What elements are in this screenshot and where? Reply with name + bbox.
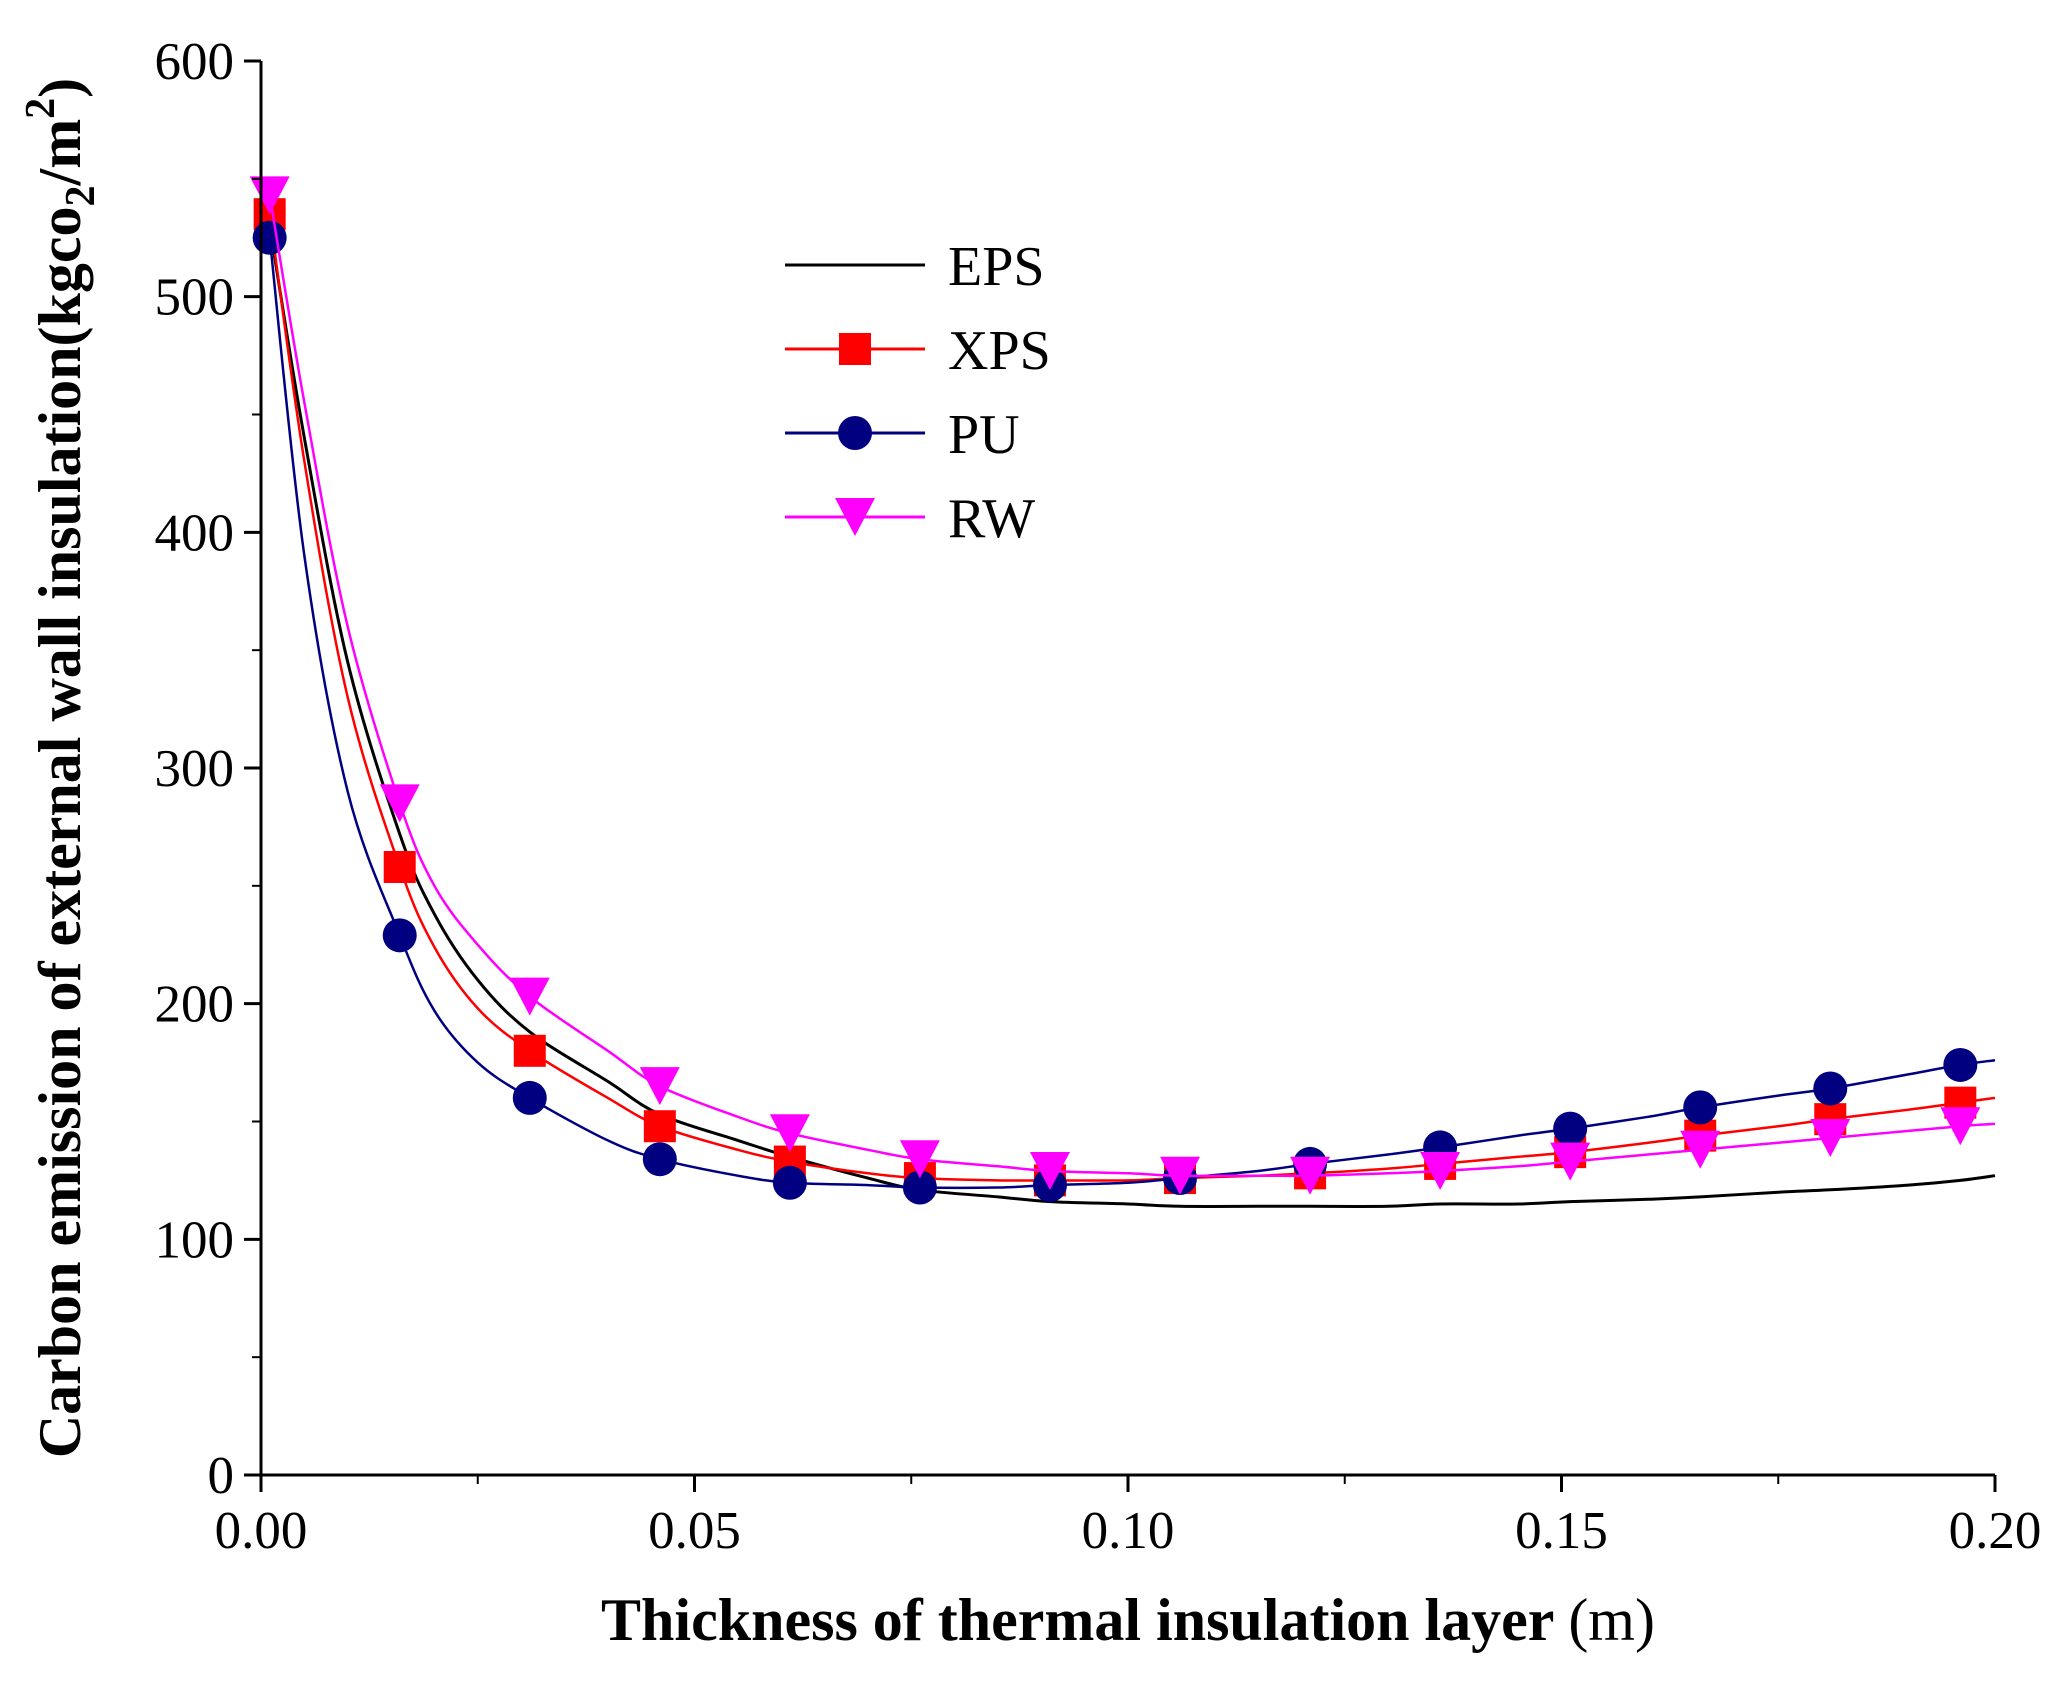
series-rw (249, 176, 1996, 1195)
data-point-rw (1680, 1130, 1721, 1169)
series-xps (253, 198, 1996, 1197)
data-point-pu (252, 220, 287, 255)
data-point-rw (1160, 1156, 1201, 1195)
data-point-rw (1029, 1151, 1070, 1190)
legend-marker (839, 333, 871, 365)
x-tick-label: 0.05 (648, 1502, 741, 1560)
data-point-pu (902, 1170, 937, 1205)
y-tick-label: 100 (155, 1211, 235, 1269)
data-point-pu (382, 918, 417, 953)
y-tick-label: 600 (155, 33, 235, 91)
data-point-xps (513, 1034, 546, 1067)
legend-label: PU (948, 404, 1020, 466)
data-point-rw (509, 977, 550, 1016)
data-point-pu (1683, 1090, 1718, 1125)
data-point-pu (642, 1142, 677, 1177)
data-point-xps (383, 850, 416, 883)
y-tick-label: 0 (208, 1447, 235, 1505)
legend-marker (838, 416, 872, 450)
legend-label: EPS (948, 236, 1045, 298)
data-point-rw (639, 1067, 680, 1106)
y-tick-label: 500 (155, 269, 235, 327)
data-point-pu (772, 1165, 807, 1200)
x-tick-label: 0.10 (1082, 1502, 1175, 1560)
legend-item-rw: RW (785, 488, 1035, 550)
data-point-rw (1810, 1118, 1851, 1157)
x-axis-title: Thickness of thermal insulation layer (m… (601, 1587, 1655, 1653)
series-layer (249, 176, 1996, 1208)
legend-marker (835, 498, 875, 536)
data-point-pu (512, 1080, 547, 1115)
legend-label: RW (948, 488, 1035, 550)
x-tick-label: 0.20 (1949, 1502, 2042, 1560)
axes-layer: 0 100 200 300 400 500 600 0.00 0.05 0.10 0.15 0.20 (155, 33, 2042, 1560)
data-point-xps (643, 1110, 676, 1143)
data-point-rw (899, 1140, 940, 1179)
data-point-pu (1943, 1047, 1978, 1082)
x-tick-label: 0.00 (215, 1502, 308, 1560)
legend-item-eps: EPS (785, 236, 1045, 298)
x-tick-label: 0.15 (1515, 1502, 1608, 1560)
y-tick-label: 400 (155, 504, 235, 562)
data-point-rw (1940, 1107, 1981, 1146)
data-point-rw (379, 784, 420, 823)
y-axis-title: Carbon emission of external wall insulat… (18, 78, 104, 1458)
data-point-pu (1813, 1071, 1848, 1106)
legend-item-pu: PU (785, 404, 1020, 466)
data-point-rw (1290, 1156, 1331, 1195)
data-point-rw (1550, 1142, 1591, 1181)
legend: EPS XPS PU RW (785, 236, 1051, 550)
y-tick-label: 300 (155, 740, 235, 798)
data-point-rw (1420, 1151, 1461, 1190)
data-point-rw (769, 1114, 810, 1153)
legend-label: XPS (948, 320, 1051, 382)
y-tick-label: 200 (155, 976, 235, 1034)
legend-item-xps: XPS (785, 320, 1051, 382)
series-line-rw (268, 195, 1996, 1178)
data-point-pu (1553, 1111, 1588, 1146)
